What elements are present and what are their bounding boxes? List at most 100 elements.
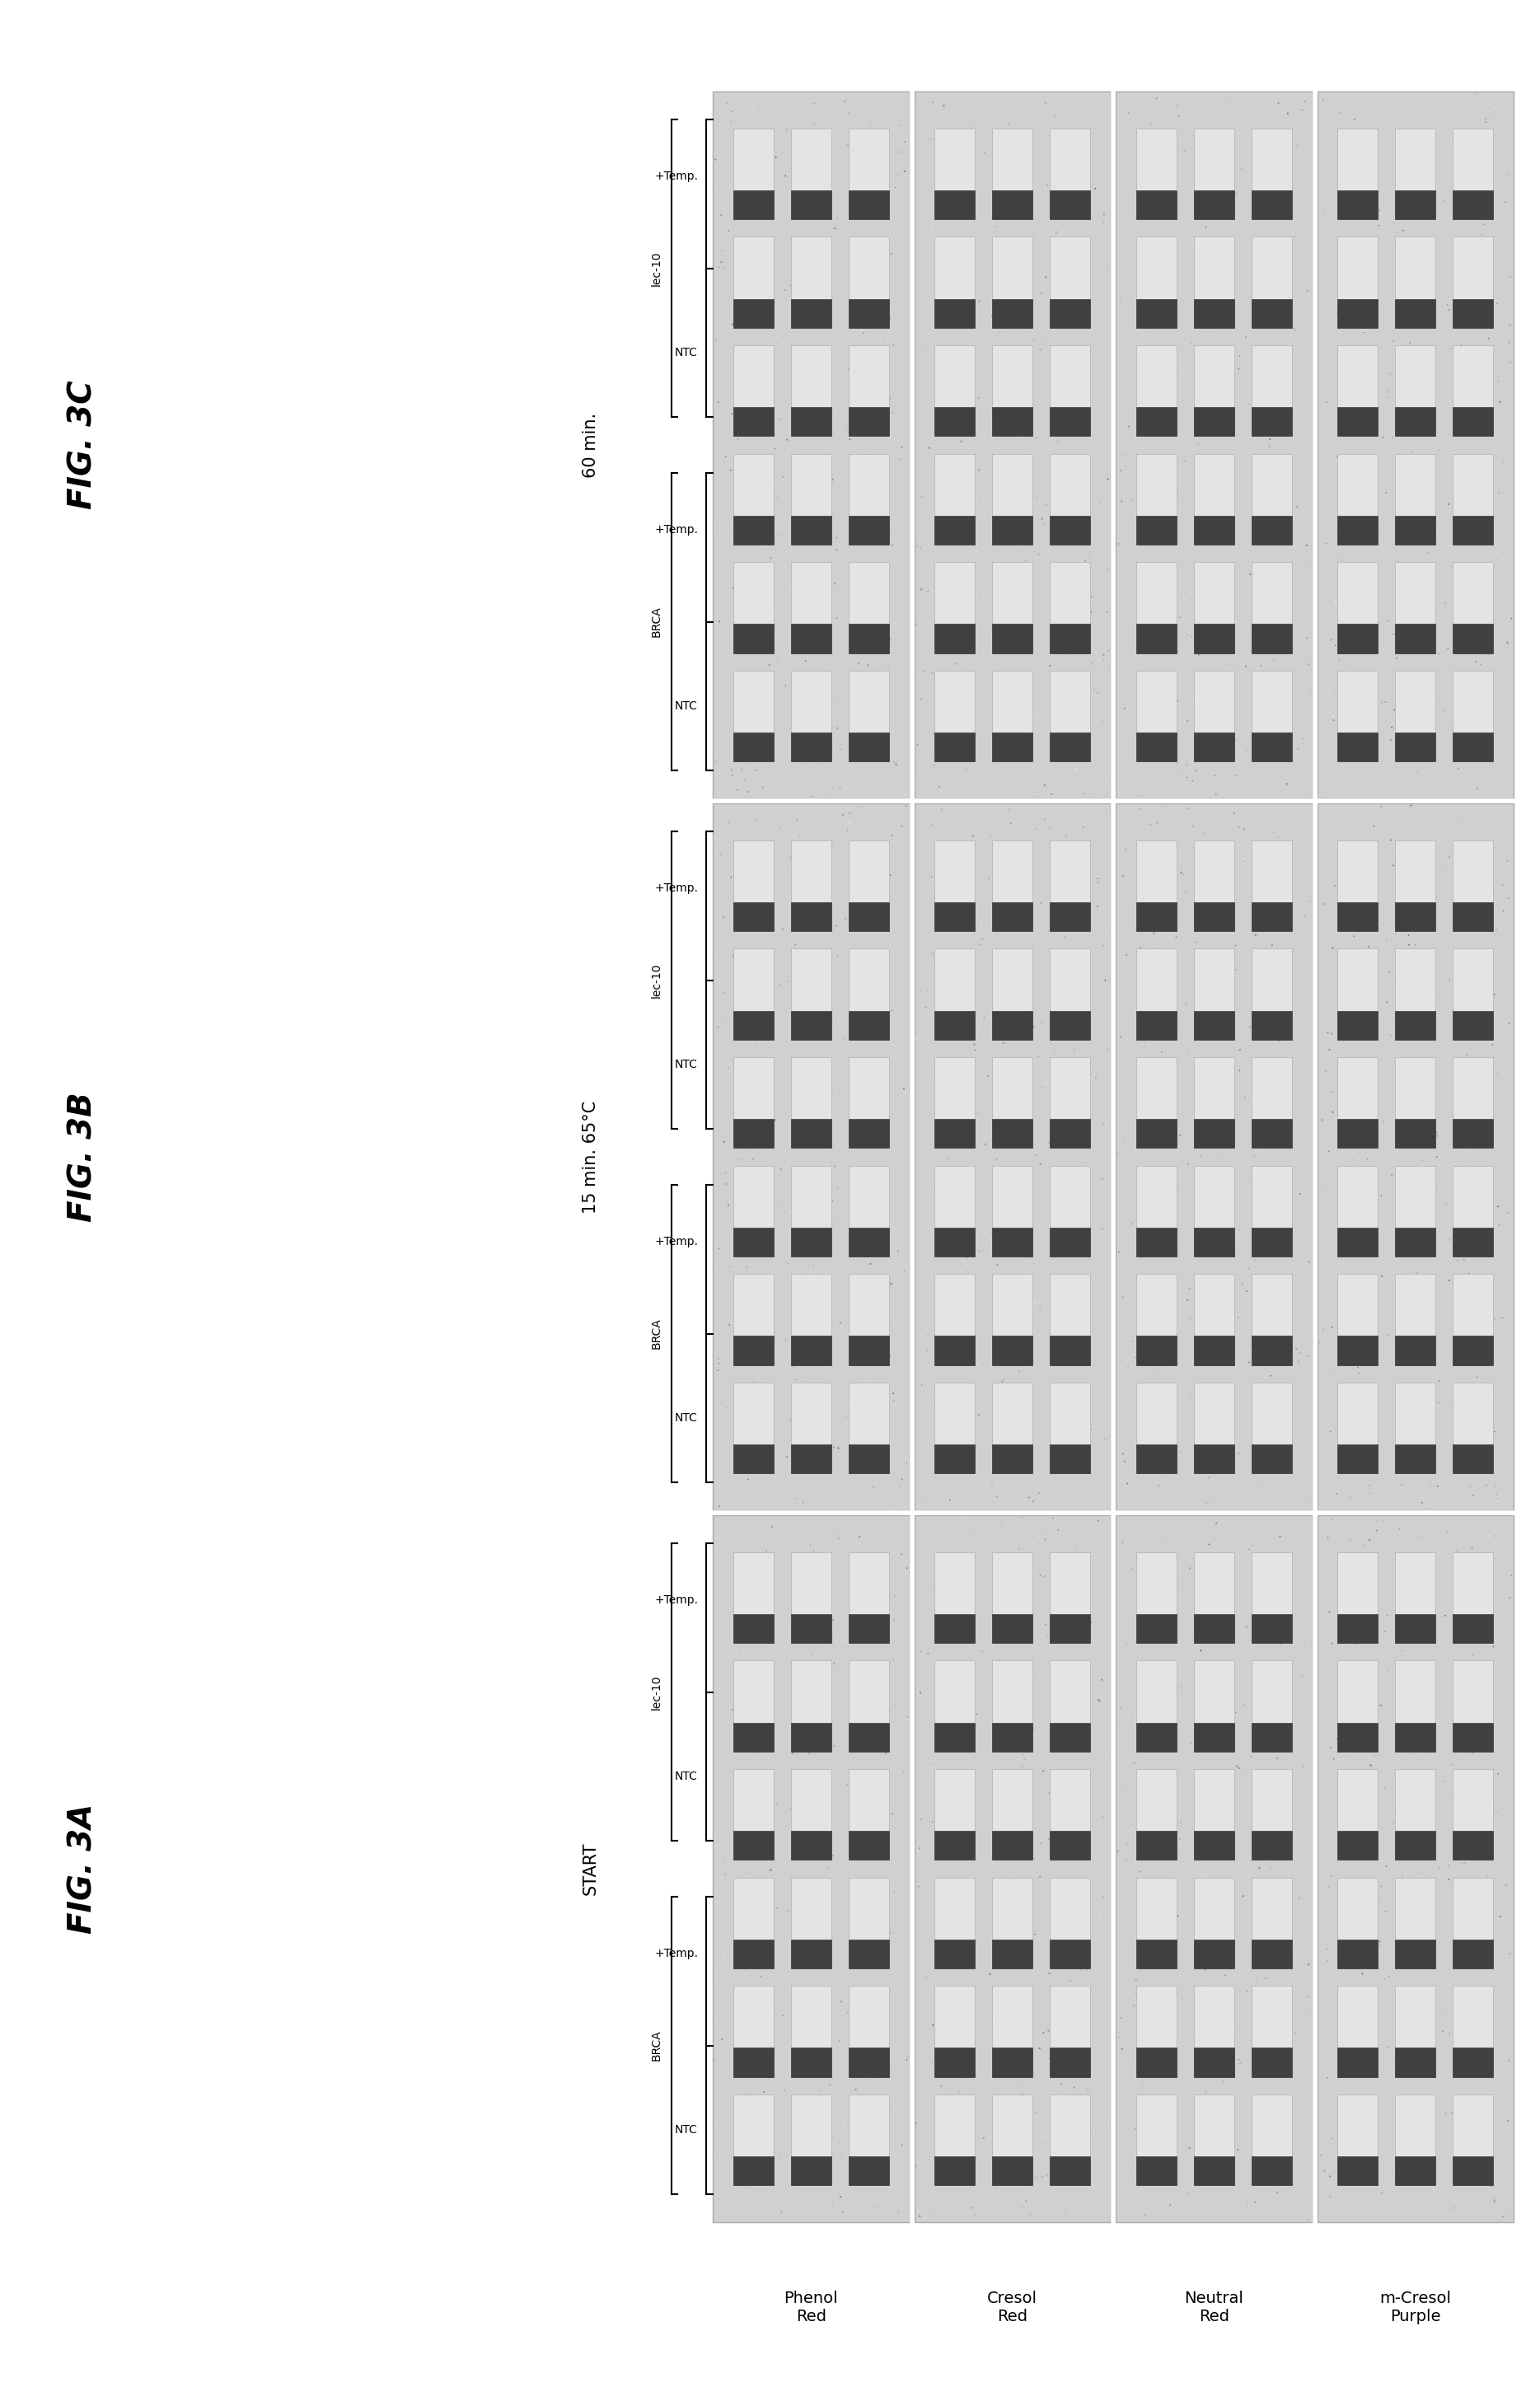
Point — [1123, 375, 1147, 413]
Text: Cresol
Red: Cresol Red — [987, 2291, 1038, 2324]
Point — [1033, 84, 1058, 122]
Bar — [1137, 1227, 1177, 1256]
Point — [1398, 891, 1423, 929]
Point — [1177, 2130, 1201, 2168]
Point — [1454, 559, 1478, 598]
Point — [1120, 564, 1144, 603]
Point — [1056, 130, 1081, 168]
Point — [1320, 1309, 1344, 1347]
Bar — [935, 1275, 975, 1364]
Point — [1318, 1412, 1343, 1450]
Point — [1431, 418, 1455, 456]
Point — [1357, 927, 1381, 965]
Point — [1283, 218, 1307, 257]
Point — [798, 833, 822, 872]
Point — [708, 197, 733, 235]
Bar — [733, 1551, 773, 1642]
Point — [725, 509, 750, 547]
Point — [1297, 1978, 1321, 2017]
Point — [1260, 516, 1284, 555]
Point — [1488, 725, 1512, 764]
Point — [1414, 139, 1438, 178]
Point — [1323, 1409, 1348, 1448]
Point — [1147, 137, 1172, 175]
Point — [1374, 682, 1398, 720]
Point — [1326, 1172, 1351, 1210]
Bar — [935, 1119, 975, 1148]
Point — [801, 1246, 825, 1285]
Point — [1069, 1184, 1093, 1222]
Point — [936, 564, 961, 603]
Point — [1238, 96, 1263, 134]
Bar — [935, 948, 975, 1040]
Point — [748, 466, 773, 504]
Point — [713, 437, 738, 475]
Point — [759, 1851, 784, 1890]
Point — [1036, 1774, 1061, 1813]
Point — [970, 920, 995, 958]
Point — [1355, 303, 1380, 341]
Point — [1478, 2168, 1503, 2207]
Point — [1221, 639, 1246, 677]
Point — [715, 691, 739, 730]
Point — [1388, 1978, 1412, 2017]
Point — [707, 1229, 731, 1268]
Point — [819, 1143, 844, 1181]
Point — [1275, 439, 1300, 478]
Point — [884, 538, 909, 576]
Point — [1449, 192, 1474, 230]
Point — [1180, 1167, 1204, 1205]
Point — [939, 1935, 964, 1974]
Point — [1210, 2113, 1235, 2151]
Point — [1260, 264, 1284, 303]
Point — [1403, 216, 1428, 255]
Point — [1041, 413, 1066, 451]
Point — [829, 2134, 853, 2173]
Bar — [849, 454, 889, 545]
Bar — [849, 840, 889, 932]
Point — [929, 1080, 953, 1119]
Point — [1412, 1628, 1437, 1666]
Bar — [935, 516, 975, 545]
Point — [1069, 1424, 1093, 1462]
Bar — [849, 516, 889, 545]
Point — [1457, 1133, 1481, 1172]
Point — [802, 125, 827, 163]
Bar — [1452, 408, 1494, 437]
Point — [1465, 1801, 1489, 1839]
Bar — [1194, 346, 1234, 437]
Point — [856, 2060, 881, 2098]
Point — [798, 408, 822, 447]
Point — [858, 1998, 882, 2036]
Point — [768, 1150, 793, 1188]
Point — [1438, 355, 1463, 394]
Bar — [1137, 1661, 1177, 1753]
Point — [1038, 771, 1063, 809]
Point — [1378, 355, 1403, 394]
Bar — [1252, 670, 1292, 761]
Point — [867, 617, 892, 655]
Point — [804, 1676, 829, 1714]
Point — [890, 1633, 915, 1671]
Point — [1297, 1993, 1321, 2031]
Point — [1391, 1858, 1415, 1897]
Point — [1058, 2134, 1083, 2173]
Point — [972, 999, 996, 1037]
Point — [1146, 1354, 1170, 1393]
Point — [1023, 809, 1047, 848]
Point — [741, 1938, 765, 1976]
Point — [1153, 1522, 1178, 1561]
Point — [1461, 1092, 1486, 1131]
Point — [1172, 504, 1197, 543]
Point — [833, 900, 858, 939]
Point — [1033, 2120, 1058, 2158]
Point — [1241, 677, 1266, 715]
Point — [976, 860, 1001, 898]
Point — [964, 533, 989, 571]
Point — [879, 2149, 904, 2187]
Point — [1084, 1059, 1109, 1097]
Point — [1175, 2173, 1200, 2211]
Point — [1366, 206, 1391, 245]
Point — [1078, 180, 1103, 218]
Point — [822, 1726, 847, 1765]
